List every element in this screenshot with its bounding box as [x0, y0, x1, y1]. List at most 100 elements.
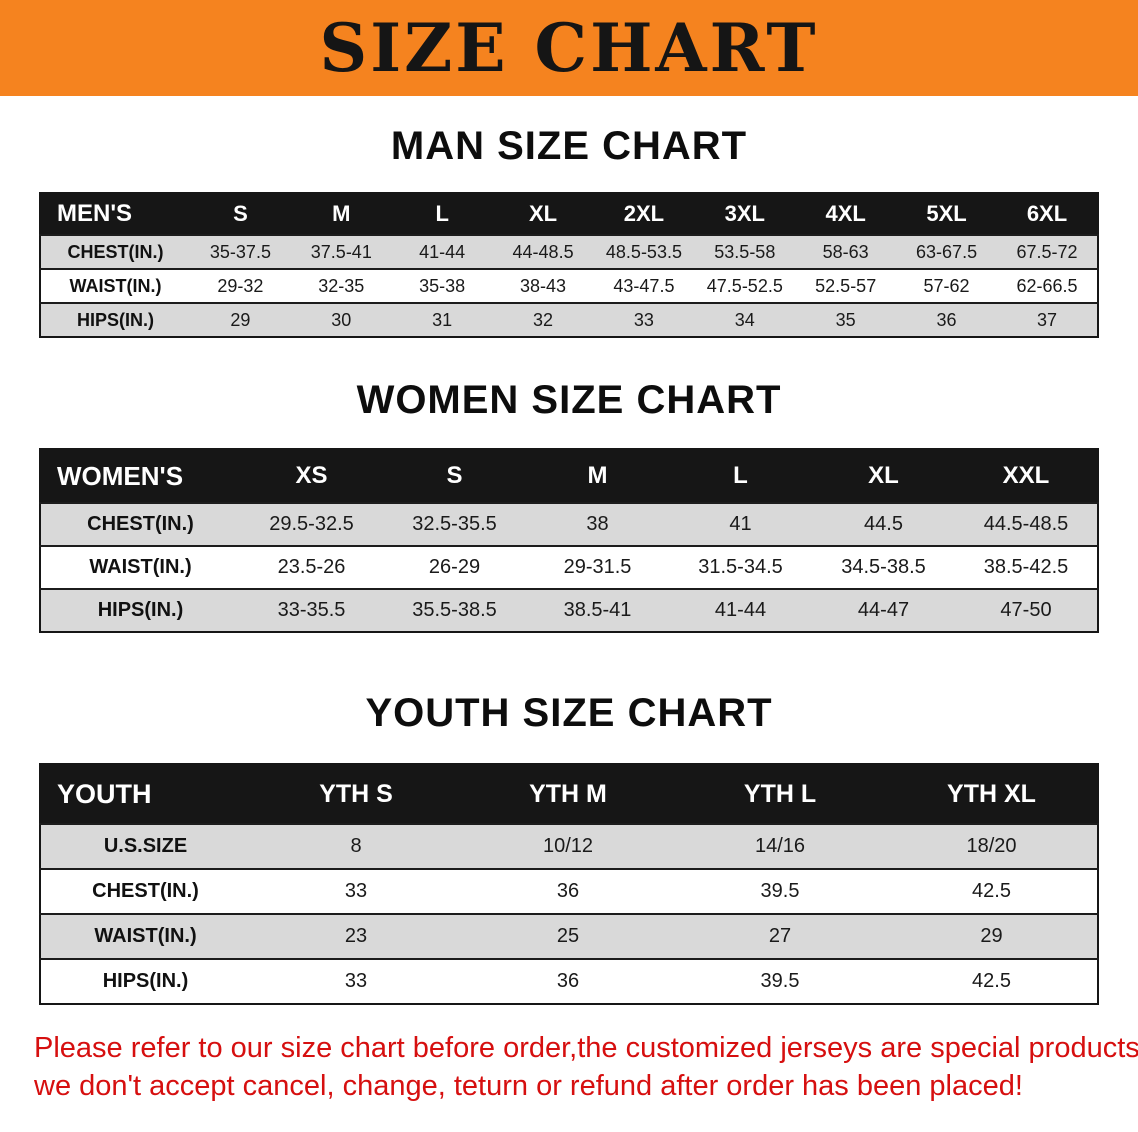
youth-section-title: YOUTH SIZE CHART — [365, 691, 773, 735]
table-header-cell: 3XL — [694, 193, 796, 235]
table-header-cell: 2XL — [593, 193, 695, 235]
table-cell: 29-31.5 — [563, 556, 632, 578]
row-label: HIPS(IN.) — [76, 309, 154, 330]
page-title: SIZE CHART — [319, 9, 819, 87]
table-cell: 33 — [344, 970, 368, 992]
table-header-cell: L — [669, 449, 812, 503]
table-cell: 32.5-35.5 — [412, 513, 497, 535]
table-cell: 35-38 — [419, 275, 466, 296]
table-cell: 42.5 — [972, 880, 1011, 902]
table-header-cell: L — [391, 193, 493, 235]
table-header-cell: WOMEN'S — [40, 449, 240, 503]
table-cell: 38.5-41 — [563, 599, 632, 621]
table-header-cell: YTH M — [462, 764, 674, 824]
table-header-cell: XS — [240, 449, 383, 503]
table-cell: 42.5 — [972, 970, 1011, 992]
disclaimer: Please refer to our size chart before or… — [0, 1029, 1138, 1106]
men-section-title: MAN SIZE CHART — [390, 124, 748, 168]
table-cell: 41-44 — [714, 599, 767, 621]
table-header-cell: 4XL — [795, 193, 897, 235]
table-cell: 35-37.5 — [209, 241, 271, 262]
table-cell: 23 — [344, 925, 368, 947]
row-label: CHEST(IN.) — [92, 880, 199, 902]
table-cell: 44-47 — [857, 599, 910, 621]
table-cell: 37 — [1036, 309, 1058, 330]
disclaimer-line-1: Please refer to our size chart before or… — [34, 1032, 1138, 1064]
table-cell: 30 — [331, 309, 352, 330]
table-header-cell: YOUTH — [40, 764, 250, 824]
table-cell: 44-48.5 — [512, 241, 574, 262]
table-cell: 36 — [556, 880, 580, 902]
table-cell: 29.5-32.5 — [269, 513, 354, 535]
row-label: U.S.SIZE — [103, 835, 188, 857]
banner: SIZE CHART — [0, 0, 1138, 96]
table-row: HIPS(IN.) 29 30 31 32 33 34 35 36 37 — [40, 303, 1098, 337]
women-header-row: WOMEN'S XS S M L XL XXL — [40, 449, 1098, 503]
women-section-title: WOMEN SIZE CHART — [356, 378, 782, 422]
table-cell: 37.5-41 — [310, 241, 372, 262]
table-cell: 34 — [734, 309, 755, 330]
table-cell: 29 — [230, 309, 251, 330]
table-cell: 33 — [633, 309, 654, 330]
table-cell: 32 — [533, 309, 554, 330]
table-cell: 41 — [729, 513, 752, 535]
men-size-table: MEN'S S M L XL 2XL 3XL 4XL 5XL 6XL CHEST… — [39, 192, 1099, 338]
table-header-cell: MEN'S — [40, 193, 190, 235]
row-label: CHEST(IN.) — [87, 513, 194, 535]
table-header-cell: XL — [812, 449, 955, 503]
table-cell: 53.5-58 — [714, 241, 776, 262]
men-size-section: MAN SIZE CHART MEN'S S M L XL 2XL 3XL 4X… — [0, 124, 1138, 338]
table-row: WAIST(IN.) 29-32 32-35 35-38 38-43 43-47… — [40, 269, 1098, 303]
table-cell: 38.5-42.5 — [983, 556, 1069, 578]
table-cell: 32-35 — [318, 275, 365, 296]
table-cell: 48.5-53.5 — [605, 241, 682, 262]
table-row: HIPS(IN.) 33-35.5 35.5-38.5 38.5-41 41-4… — [40, 589, 1098, 632]
table-cell: 41-44 — [419, 241, 466, 262]
women-size-table: WOMEN'S XS S M L XL XXL CHEST(IN.) 29.5-… — [39, 448, 1099, 633]
table-cell: 35.5-38.5 — [412, 599, 497, 621]
men-header-row: MEN'S S M L XL 2XL 3XL 4XL 5XL 6XL — [40, 193, 1098, 235]
youth-size-table: YOUTH YTH S YTH M YTH L YTH XL U.S.SIZE … — [39, 763, 1099, 1005]
table-row: HIPS(IN.) 33 36 39.5 42.5 — [40, 959, 1098, 1004]
youth-size-section: YOUTH SIZE CHART YOUTH YTH S YTH M YTH L… — [0, 691, 1138, 1005]
table-cell: 62-66.5 — [1016, 275, 1078, 296]
youth-header-row: YOUTH YTH S YTH M YTH L YTH XL — [40, 764, 1098, 824]
table-cell: 52.5-57 — [815, 275, 877, 296]
table-cell: 44.5 — [864, 513, 903, 535]
table-cell: 63-67.5 — [916, 241, 978, 262]
table-header-cell: S — [383, 449, 526, 503]
women-size-section: WOMEN SIZE CHART WOMEN'S XS S M L XL XXL — [0, 378, 1138, 633]
row-label: HIPS(IN.) — [102, 970, 189, 992]
row-label: WAIST(IN.) — [69, 275, 162, 296]
table-cell: 8 — [350, 835, 362, 857]
table-header-cell: XXL — [955, 449, 1098, 503]
row-label: HIPS(IN.) — [97, 599, 184, 621]
table-header-cell: S — [190, 193, 291, 235]
table-cell: 10/12 — [542, 835, 594, 857]
table-cell: 31.5-34.5 — [698, 556, 783, 578]
table-header-cell: M — [290, 193, 392, 235]
table-row: U.S.SIZE 8 10/12 14/16 18/20 — [40, 824, 1098, 869]
table-cell: 27 — [768, 925, 792, 947]
row-label: WAIST(IN.) — [89, 556, 192, 578]
table-cell: 26-29 — [428, 556, 481, 578]
table-cell: 67.5-72 — [1016, 241, 1078, 262]
table-cell: 47.5-52.5 — [706, 275, 783, 296]
table-header-cell: 6XL — [997, 193, 1098, 235]
table-cell: 57-62 — [923, 275, 970, 296]
table-cell: 39.5 — [760, 880, 800, 902]
table-cell: 18/20 — [966, 835, 1017, 857]
table-header-cell: YTH L — [674, 764, 886, 824]
table-cell: 25 — [556, 925, 580, 947]
table-cell: 43-47.5 — [613, 275, 675, 296]
row-label: CHEST(IN.) — [67, 241, 164, 262]
table-cell: 38 — [586, 513, 609, 535]
table-cell: 58-63 — [822, 241, 869, 262]
table-cell: 29 — [980, 925, 1003, 947]
table-row: CHEST(IN.) 35-37.5 37.5-41 41-44 44-48.5… — [40, 235, 1098, 269]
table-cell: 36 — [556, 970, 580, 992]
table-cell: 44.5-48.5 — [983, 513, 1069, 535]
table-header-cell: 5XL — [896, 193, 997, 235]
table-cell: 33 — [344, 880, 368, 902]
table-cell: 38-43 — [520, 275, 567, 296]
